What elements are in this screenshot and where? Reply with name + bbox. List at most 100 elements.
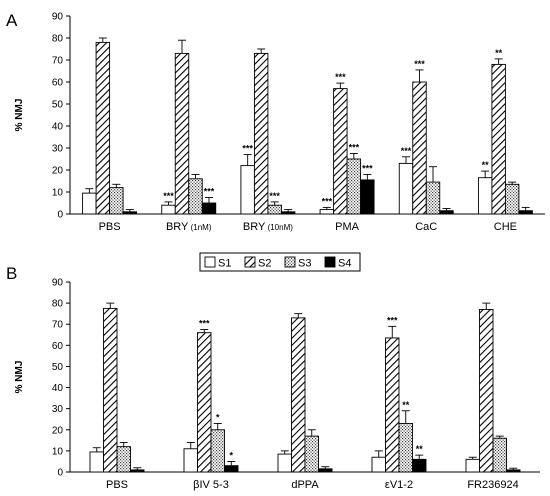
y-tick-label: 30 (52, 404, 64, 415)
y-tick-label: 90 (52, 278, 64, 289)
bar-s4 (201, 202, 217, 215)
bar-s4 (518, 210, 533, 215)
bar-s2 (197, 332, 212, 473)
bar-s3 (346, 158, 362, 215)
bar-s2 (385, 337, 400, 473)
bar-s2 (412, 81, 427, 215)
x-tick-label-text: FR236924 (467, 479, 518, 491)
bar-s3 (398, 422, 413, 473)
x-tick-label: βIV 5-3 (193, 479, 229, 491)
x-tick-label: CHE (494, 221, 517, 233)
bar-s1 (477, 177, 493, 215)
x-tick-label: BRY (1nM) (166, 221, 212, 233)
x-tick-label: FR236924 (467, 479, 518, 491)
bar-s4 (439, 210, 454, 215)
x-tick-label: CaC (415, 221, 437, 233)
legend-label: S1 (218, 258, 231, 270)
x-tick-label: dPPA (291, 479, 319, 491)
y-tick-label: 50 (52, 362, 64, 373)
legend-swatch-s4 (324, 256, 336, 268)
bar-s4 (122, 211, 138, 215)
bar-s2 (253, 52, 269, 215)
panel-label: A (6, 11, 18, 30)
x-tick-label-text: PMA (335, 221, 360, 233)
y-tick-label: 70 (52, 320, 64, 331)
bar-s4 (412, 458, 427, 473)
significance-label: * (216, 412, 220, 422)
x-tick-label-text: CHE (494, 221, 517, 233)
y-tick-label: 60 (52, 341, 64, 352)
significance-label: *** (335, 72, 346, 82)
y-tick-label: 20 (52, 166, 64, 177)
bar-s4 (360, 179, 375, 215)
bar-s3 (267, 204, 282, 215)
y-tick-label: 20 (52, 425, 64, 436)
x-tick-label-text: dPPA (291, 479, 319, 491)
bar-s3 (425, 181, 441, 215)
bar-s4 (280, 211, 296, 215)
x-tick-note: (10nM) (265, 223, 293, 232)
legend-frame (199, 252, 361, 272)
bar-s4 (224, 465, 239, 473)
legend-label: S3 (298, 258, 311, 270)
panel-label: B (6, 264, 17, 283)
bar-s3 (116, 446, 131, 473)
bar-s2 (95, 41, 111, 215)
y-tick-label: 50 (52, 100, 64, 111)
x-tick-label-text: BRY (243, 221, 266, 233)
x-tick-label-text: βIV 5-3 (193, 479, 229, 491)
y-tick-label: 40 (52, 383, 64, 394)
y-tick-label: 10 (52, 188, 64, 199)
bar-s1 (240, 165, 255, 215)
significance-label: ** (416, 444, 424, 454)
y-axis-title: % NMJ (14, 99, 25, 132)
bar-s2 (491, 63, 506, 215)
bar-s3 (210, 429, 225, 473)
bar-s1 (82, 192, 97, 215)
significance-label: *** (349, 143, 360, 153)
legend-label: S2 (258, 258, 271, 270)
y-tick-label: 70 (52, 56, 64, 67)
x-tick-label: PBS (106, 479, 128, 491)
y-tick-label: 80 (52, 299, 64, 310)
bar-s2 (291, 317, 306, 473)
significance-label: *** (242, 144, 253, 154)
x-tick-note: (1nM) (188, 223, 211, 232)
bar-s4 (318, 468, 333, 473)
y-tick-label: 0 (57, 468, 63, 479)
x-tick-label: PMA (335, 221, 360, 233)
x-tick-label: PBS (99, 221, 121, 233)
y-tick-label: 30 (52, 144, 64, 155)
bar-s2 (479, 308, 494, 473)
bar-s4 (130, 469, 145, 473)
significance-label: ** (482, 160, 490, 170)
significance-label: *** (401, 146, 412, 156)
legend: S1 S2 S3 S4 (199, 252, 361, 272)
y-tick-label: 60 (52, 78, 64, 89)
significance-label: *** (269, 191, 280, 201)
y-tick-label: 90 (52, 12, 64, 23)
bar-s4 (506, 469, 521, 473)
bar-s1 (398, 162, 414, 215)
bar-s2 (103, 307, 118, 473)
legend-swatch-s2 (244, 256, 256, 268)
bar-s1 (161, 204, 176, 215)
significance-label: ** (402, 400, 410, 410)
bar-s3 (188, 178, 203, 215)
y-axis-title: % NMJ (14, 361, 25, 394)
bar-s1 (277, 453, 292, 473)
bar-s3 (304, 435, 319, 473)
significance-label: *** (204, 187, 215, 197)
significance-label: *** (387, 315, 398, 325)
legend-swatch-s3 (284, 256, 296, 268)
x-tick-label: BRY (10nM) (243, 221, 293, 233)
bar-s1 (371, 456, 386, 473)
x-tick-label: εV1-2 (385, 479, 413, 491)
x-tick-label-text: BRY (166, 221, 189, 233)
significance-label: ** (495, 48, 503, 58)
x-tick-label-text: PBS (106, 479, 128, 491)
significance-label: *** (199, 319, 210, 329)
